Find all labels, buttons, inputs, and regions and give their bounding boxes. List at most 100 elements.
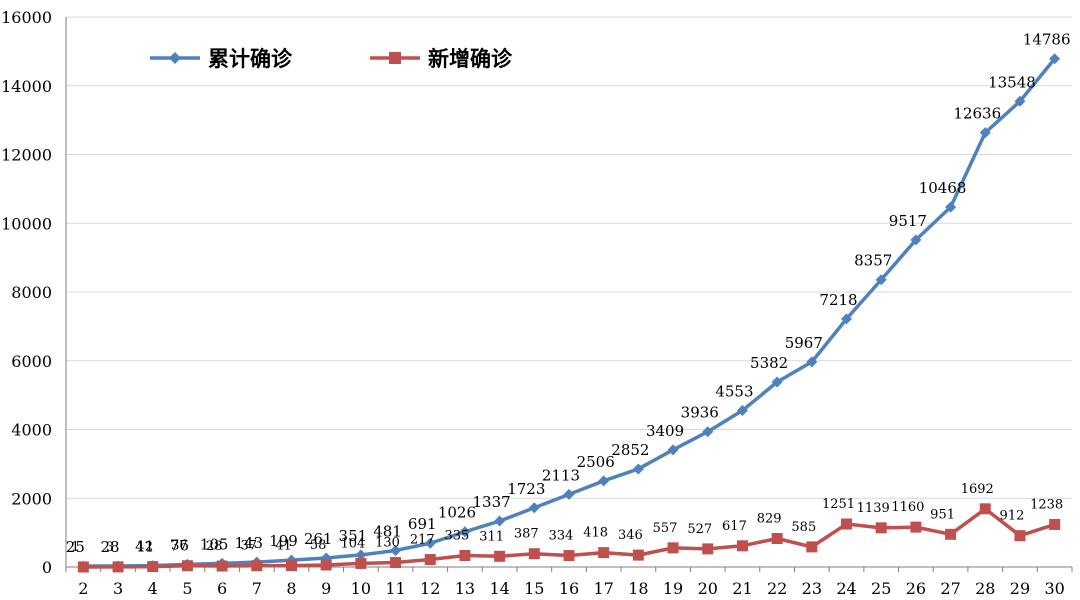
x-tick-label: 29 [1010, 579, 1030, 598]
x-tick-label: 26 [906, 579, 926, 598]
legend: 累计确诊 新增确诊 [150, 47, 513, 71]
data-label-cumulative: 199 [269, 532, 298, 550]
data-label-cumulative: 4553 [715, 382, 753, 400]
y-tick-label: 0 [42, 558, 52, 577]
data-label-cumulative: 143 [234, 534, 263, 552]
grid-layer [66, 16, 1072, 499]
data-label-cumulative: 691 [408, 515, 437, 533]
data-label-new: 951 [930, 507, 955, 522]
data-point-cumulative [1014, 95, 1026, 107]
legend-marker-square [389, 52, 401, 64]
data-label-cumulative: 1026 [438, 504, 476, 522]
data-label-cumulative: 3936 [681, 404, 719, 422]
data-label-new: 1238 [1030, 497, 1063, 512]
data-label-cumulative: 14786 [1023, 31, 1071, 49]
data-point-new [736, 540, 748, 552]
data-label-new: 557 [653, 521, 678, 536]
x-tick-label: 13 [455, 579, 475, 598]
data-label-cumulative: 5382 [750, 354, 788, 372]
x-tick-label: 16 [559, 579, 579, 598]
legend-marker-diamond [169, 52, 181, 64]
data-label-new: 1160 [891, 500, 924, 515]
data-label-cumulative: 351 [339, 527, 368, 545]
data-point-cumulative [1049, 53, 1061, 65]
y-tick-label: 8000 [11, 283, 52, 302]
data-label-cumulative: 7218 [819, 291, 857, 309]
data-label-new: 585 [791, 520, 816, 535]
data-label-cumulative: 12636 [953, 105, 1001, 123]
data-label-cumulative: 2506 [577, 453, 615, 471]
x-tick-label: 30 [1044, 579, 1064, 598]
data-label-new: 58 [310, 538, 327, 553]
y-tick-label: 10000 [1, 214, 52, 233]
data-label-new: 37 [171, 539, 188, 554]
data-point-cumulative [598, 475, 610, 487]
data-point-new [147, 561, 159, 573]
x-tick-label: 18 [628, 579, 648, 598]
x-tick-label: 11 [385, 579, 405, 598]
data-label-new: 217 [410, 533, 435, 548]
data-label-new: 418 [583, 526, 608, 541]
series-layer [77, 53, 1061, 573]
data-label-cumulative: 5967 [785, 334, 823, 352]
data-label-new: 104 [340, 536, 365, 551]
data-point-new [979, 503, 991, 515]
data-label-new: 3 [106, 540, 114, 555]
data-point-cumulative [702, 426, 714, 438]
x-tick-label: 22 [767, 579, 787, 598]
data-point-cumulative [355, 549, 367, 561]
data-label-new: 130 [375, 536, 400, 551]
data-label-cumulative: 13548 [988, 73, 1036, 91]
data-point-cumulative [979, 127, 991, 139]
data-point-new [702, 543, 714, 555]
data-point-cumulative [563, 488, 575, 500]
data-label-cumulative: 2852 [611, 441, 649, 459]
x-tick-label: 9 [321, 579, 331, 598]
x-tick-label: 3 [113, 579, 123, 598]
x-tick-label: 4 [148, 579, 158, 598]
legend-label: 新增确诊 [428, 47, 513, 71]
data-point-new [945, 528, 957, 540]
y-tick-label: 6000 [11, 352, 52, 371]
data-point-new [528, 548, 540, 560]
data-label-new: 37 [241, 539, 258, 554]
data-label-new: 912 [1000, 509, 1025, 524]
x-tick-label: 7 [252, 579, 262, 598]
x-tick-label: 5 [182, 579, 192, 598]
data-label-cumulative: 261 [304, 530, 333, 548]
data-label-cumulative: 8357 [854, 252, 892, 270]
data-label-new: 335 [445, 528, 470, 543]
data-label-new: 1 [71, 540, 79, 555]
data-label-new: 1251 [822, 497, 855, 512]
y-tick-label: 16000 [1, 8, 52, 27]
data-point-new [112, 561, 124, 573]
data-point-new [285, 560, 297, 572]
data-point-new [424, 554, 436, 566]
data-label-new: 41 [275, 539, 292, 554]
y-tick-label: 14000 [1, 77, 52, 96]
x-tick-label: 14 [489, 579, 509, 598]
data-point-new [841, 518, 853, 530]
data-point-new [771, 533, 783, 545]
x-tick-label: 6 [217, 579, 227, 598]
data-label-cumulative: 1337 [473, 493, 511, 511]
y-tick-label: 12000 [1, 146, 52, 165]
data-point-new [390, 557, 402, 569]
data-label-cumulative: 2113 [542, 466, 580, 484]
data-label-new: 1692 [961, 482, 994, 497]
x-tick-label: 27 [940, 579, 960, 598]
data-point-cumulative [736, 404, 748, 416]
x-tick-label: 24 [836, 579, 856, 598]
label-layer: 25 28 41 76 105 143 199 261 351 481 69110261337172… [66, 31, 1071, 556]
data-point-new [563, 550, 575, 562]
data-point-new [667, 542, 679, 554]
x-tick-label: 8 [286, 579, 296, 598]
x-tick-label: 28 [975, 579, 995, 598]
data-point-new [320, 559, 332, 571]
legend-label: 累计确诊 [208, 47, 293, 71]
data-label-cumulative: 9517 [889, 212, 927, 230]
data-label-cumulative: 25 [66, 538, 85, 556]
data-point-new [875, 522, 887, 534]
x-tick-label: 23 [802, 579, 822, 598]
